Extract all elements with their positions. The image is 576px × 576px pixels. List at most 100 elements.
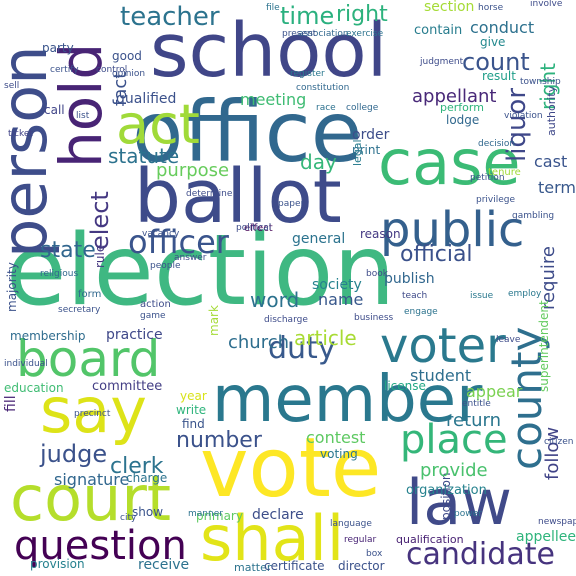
word: form [78, 289, 102, 300]
word: give [480, 35, 506, 49]
word: constitution [296, 83, 350, 93]
word: citizen [544, 437, 574, 447]
word: teacher [120, 2, 220, 32]
word: effect [244, 223, 273, 234]
word: contest [306, 428, 366, 447]
word: good [112, 49, 142, 63]
word: result [482, 69, 516, 83]
word: right [336, 2, 388, 27]
word: organization [406, 483, 487, 498]
word: authority [545, 85, 558, 136]
word: college [346, 103, 379, 113]
word: individual [4, 359, 48, 369]
word: lodge [446, 113, 480, 127]
word: power [454, 509, 482, 519]
word: article [294, 326, 357, 350]
word: charge [126, 471, 168, 485]
word: call [44, 103, 65, 117]
word: present [282, 29, 317, 39]
word: control [96, 65, 128, 75]
word: vote [200, 421, 382, 516]
word: order [352, 127, 390, 143]
word: people [150, 261, 181, 271]
word: act [116, 93, 200, 156]
word: conduct [470, 18, 535, 37]
word: word [250, 288, 300, 312]
word: follow [542, 426, 563, 480]
word: officer [128, 223, 229, 261]
word: city [120, 513, 137, 523]
word: file [266, 3, 280, 13]
word: fill [3, 395, 19, 412]
word: voter [380, 318, 506, 374]
word: secretary [58, 305, 101, 315]
word: certify [50, 65, 79, 75]
word: petition [470, 173, 505, 183]
word: board [16, 330, 161, 388]
word: place [400, 417, 508, 463]
word: paper [278, 199, 305, 209]
word: discharge [264, 315, 308, 325]
word: rule [93, 244, 107, 268]
word: opinion [112, 69, 146, 79]
word: manner [188, 509, 223, 519]
word: election [6, 214, 396, 328]
word: publish [384, 271, 435, 287]
word: appellant [412, 86, 497, 107]
word: violation [504, 111, 543, 121]
word: official [400, 242, 473, 267]
word: horse [478, 3, 504, 13]
word: appear [466, 382, 523, 401]
word: statute [108, 144, 180, 168]
word: party [42, 41, 74, 55]
word: certificate [264, 559, 325, 573]
word: society [312, 277, 362, 293]
word: perform [440, 101, 484, 114]
word: business [354, 313, 394, 323]
word: determine [186, 189, 233, 199]
word: license [384, 379, 426, 393]
word: return [446, 410, 502, 431]
word: duty [268, 331, 336, 366]
word: race [316, 103, 336, 113]
word: day [300, 150, 337, 174]
word: clerk [110, 454, 164, 479]
word: regular [344, 535, 377, 545]
word: practice [106, 327, 163, 343]
word: answer [174, 253, 207, 263]
word: leave [496, 335, 521, 345]
word: register [290, 69, 325, 79]
word: find [182, 417, 205, 431]
word: education [4, 381, 64, 395]
word: book [366, 269, 388, 279]
word: time [280, 2, 335, 30]
word: year [180, 389, 207, 403]
word: question [14, 523, 187, 569]
word: provision [30, 557, 85, 571]
word: political [236, 223, 272, 233]
word: section [424, 0, 475, 15]
word: judge [40, 440, 108, 468]
word: language [330, 519, 372, 529]
word: reason [360, 227, 401, 241]
word: association [298, 29, 349, 39]
word: box [366, 549, 383, 559]
word: sell [4, 81, 20, 91]
word: entitle [462, 399, 491, 409]
word: shall [200, 502, 345, 575]
word: vacancy [142, 229, 180, 239]
word: school [150, 8, 388, 94]
word: law [406, 466, 512, 539]
word: student [410, 366, 472, 385]
word: appellee [516, 529, 576, 545]
word: write [176, 403, 207, 417]
word: number [176, 428, 262, 453]
word: engage [404, 307, 438, 317]
word: list [76, 111, 90, 121]
word: majority [5, 262, 19, 312]
word: director [338, 559, 385, 573]
word: matter [234, 561, 272, 574]
word: superintendent [537, 300, 551, 392]
word: qualified [116, 91, 177, 107]
